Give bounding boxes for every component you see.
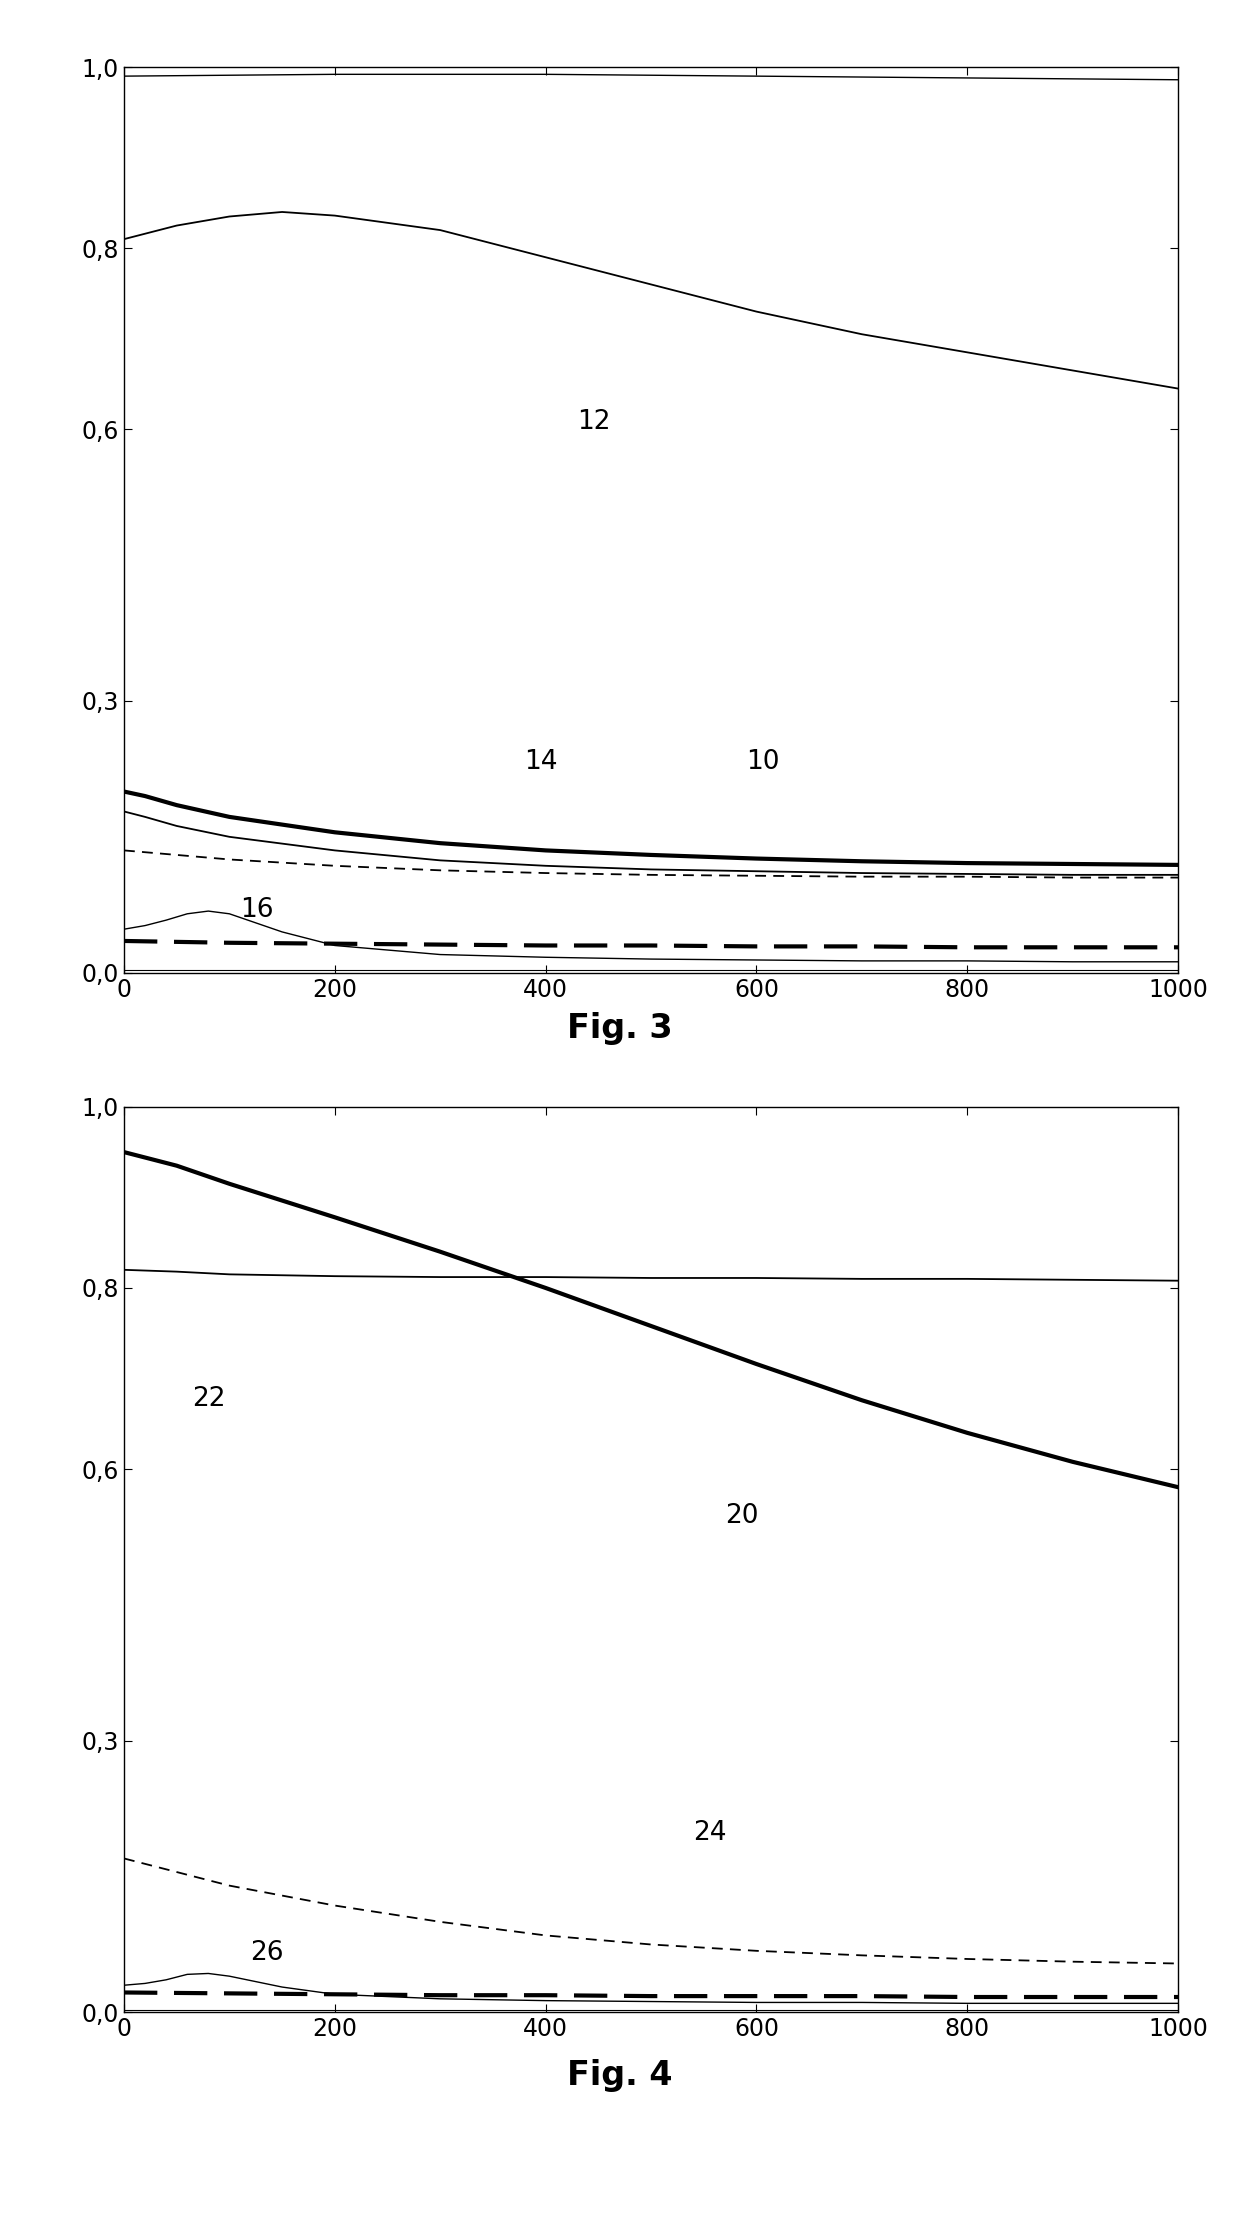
Text: 20: 20: [724, 1503, 759, 1529]
Text: 12: 12: [578, 409, 611, 436]
Text: 16: 16: [241, 897, 274, 923]
Text: Fig. 4: Fig. 4: [567, 2059, 673, 2091]
Text: 24: 24: [693, 1820, 727, 1847]
Text: 10: 10: [746, 749, 780, 776]
Text: Fig. 3: Fig. 3: [567, 1013, 673, 1044]
Text: 26: 26: [250, 1941, 284, 1965]
Text: 14: 14: [525, 749, 558, 776]
Text: 22: 22: [192, 1386, 226, 1411]
